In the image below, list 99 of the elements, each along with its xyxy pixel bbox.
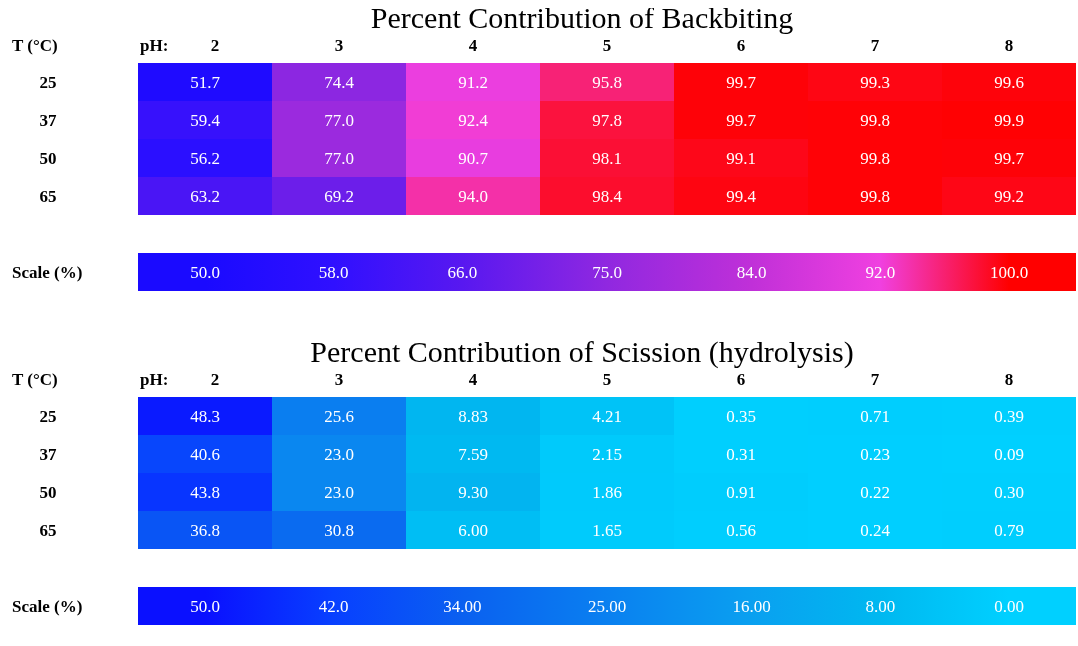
color-bar-title: Scale (%)	[12, 263, 83, 282]
data-label: 77.0	[324, 111, 354, 130]
x-axis-title: pH:	[140, 370, 169, 389]
data-label: 98.1	[592, 149, 622, 168]
data-label: 0.24	[860, 521, 891, 540]
data-label: 99.3	[860, 73, 890, 92]
data-label: 40.6	[190, 445, 220, 464]
color-bar-label: 34.00	[443, 597, 482, 616]
data-label: 74.4	[324, 73, 355, 92]
color-bar-label: 8.00	[865, 597, 896, 616]
data-label: 98.4	[592, 187, 623, 206]
data-label: 0.56	[726, 521, 756, 540]
y-tick-label: 37	[39, 111, 57, 130]
data-label: 23.0	[324, 445, 354, 464]
x-tick-label: 4	[468, 370, 478, 389]
data-label: 36.8	[190, 521, 220, 540]
x-tick-label: 2	[210, 36, 220, 55]
data-label: 91.2	[458, 73, 488, 92]
x-tick-label: 2	[210, 370, 220, 389]
x-tick-label: 8	[1004, 370, 1014, 389]
data-label: 95.8	[592, 73, 622, 92]
data-label: 99.8	[860, 111, 890, 130]
color-bar-label: 84.0	[736, 263, 767, 282]
y-axis-title: T (°C)	[12, 370, 58, 389]
data-label: 77.0	[324, 149, 354, 168]
data-label: 99.7	[726, 111, 757, 130]
data-label: 99.6	[994, 73, 1024, 92]
x-tick-label: 7	[870, 370, 880, 389]
data-label: 0.35	[726, 407, 756, 426]
data-label: 23.0	[324, 483, 354, 502]
x-tick-label: 6	[736, 36, 746, 55]
data-label: 0.09	[994, 445, 1024, 464]
y-tick-label: 50	[39, 149, 57, 168]
color-bar-label: 66.0	[447, 263, 478, 282]
data-label: 99.9	[994, 111, 1024, 130]
data-label: 99.1	[726, 149, 756, 168]
color-bar-label: 92.0	[865, 263, 896, 282]
y-tick-label: 37	[39, 445, 57, 464]
x-axis-title: pH:	[140, 36, 169, 55]
data-label: 0.31	[726, 445, 756, 464]
x-tick-label: 5	[602, 36, 612, 55]
x-tick-label: 5	[602, 370, 612, 389]
x-tick-label: 6	[736, 370, 746, 389]
data-label: 92.4	[458, 111, 489, 130]
y-axis-title: T (°C)	[12, 36, 58, 55]
data-label: 59.4	[190, 111, 221, 130]
data-label: 4.21	[592, 407, 622, 426]
data-label: 48.3	[190, 407, 220, 426]
data-label: 99.7	[994, 149, 1025, 168]
data-label: 0.91	[726, 483, 756, 502]
color-bar-label: 42.0	[318, 597, 349, 616]
data-label: 8.83	[458, 407, 488, 426]
data-label: 0.30	[994, 483, 1024, 502]
data-label: 0.23	[860, 445, 890, 464]
x-tick-label: 8	[1004, 36, 1014, 55]
data-label: 94.0	[458, 187, 488, 206]
data-label: 7.59	[458, 445, 488, 464]
color-bar-label: 58.0	[318, 263, 349, 282]
color-bar-label: 50.0	[190, 263, 220, 282]
data-label: 69.2	[324, 187, 354, 206]
y-tick-label: 65	[39, 187, 57, 206]
color-bar-label: 100.0	[989, 263, 1029, 282]
data-label: 0.71	[860, 407, 890, 426]
y-tick-label: 25	[39, 407, 57, 426]
color-bar-label: 75.0	[592, 263, 622, 282]
data-label: 43.8	[190, 483, 220, 502]
color-bar-label: 50.0	[190, 597, 220, 616]
x-tick-label: 7	[870, 36, 880, 55]
data-label: 56.2	[190, 149, 220, 168]
color-bar-label: 25.00	[587, 597, 627, 616]
color-bar-label: 0.00	[994, 597, 1024, 616]
data-label: 99.2	[994, 187, 1024, 206]
data-label: 2.15	[592, 445, 622, 464]
data-label: 90.7	[458, 149, 489, 168]
x-tick-label: 3	[334, 36, 344, 55]
data-label: 1.86	[592, 483, 622, 502]
y-tick-label: 25	[39, 73, 57, 92]
data-label: 30.8	[324, 521, 354, 540]
y-tick-label: 65	[39, 521, 57, 540]
color-bar-title: Scale (%)	[12, 597, 83, 616]
data-label: 1.65	[592, 521, 622, 540]
data-label: 9.30	[458, 483, 488, 502]
data-label: 97.8	[592, 111, 622, 130]
data-label: 99.8	[860, 187, 890, 206]
data-label: 99.4	[726, 187, 757, 206]
data-label: 0.79	[994, 521, 1024, 540]
chart-title: Percent Contribution of Scission (hydrolysis)	[310, 335, 854, 369]
data-label: 6.00	[458, 521, 488, 540]
x-tick-label: 3	[334, 370, 344, 389]
data-label: 25.6	[324, 407, 354, 426]
data-label: 99.8	[860, 149, 890, 168]
data-label: 99.7	[726, 73, 757, 92]
y-tick-label: 50	[39, 483, 57, 502]
color-bar-label: 16.00	[732, 597, 771, 616]
data-label: 0.22	[860, 483, 890, 502]
x-tick-label: 4	[468, 36, 478, 55]
data-label: 51.7	[190, 73, 221, 92]
data-label: 63.2	[190, 187, 220, 206]
data-label: 0.39	[994, 407, 1024, 426]
